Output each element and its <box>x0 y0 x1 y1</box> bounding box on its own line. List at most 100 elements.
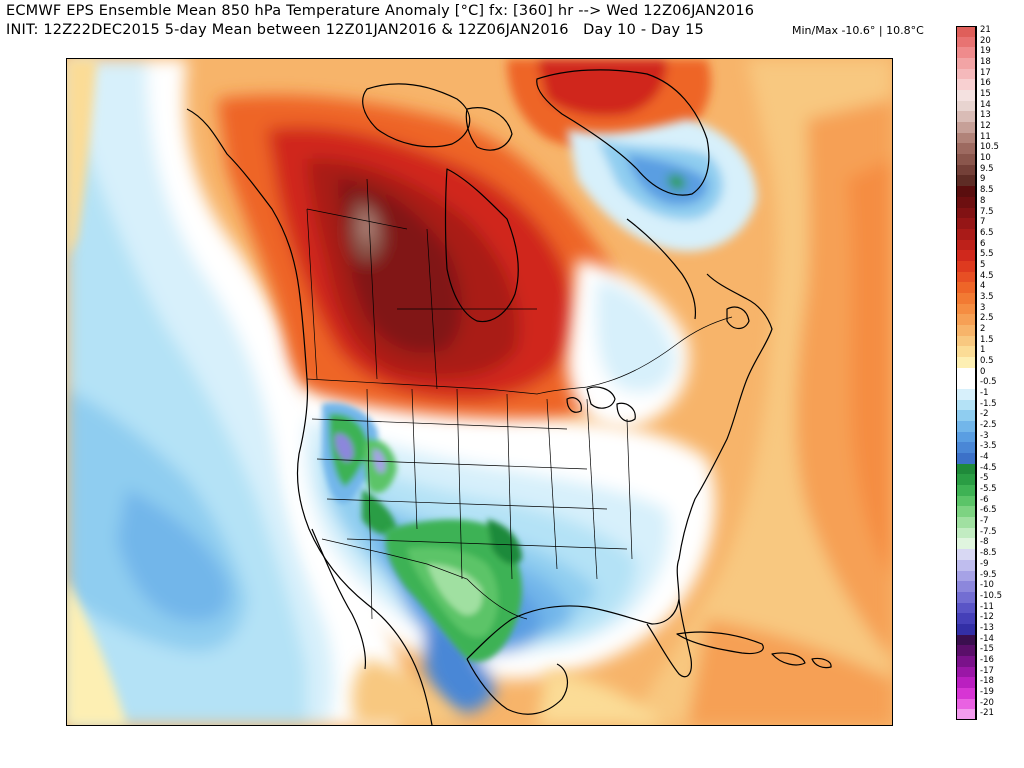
color-legend: 21 20 19 18 17 16 15 14 13 12 11 10.5 10 9.5 9 8.5 8 7.5 7… <box>956 25 1024 720</box>
legend-label: -9.5 <box>980 569 997 580</box>
us-canada-border <box>306 316 733 395</box>
legend-label: 10 <box>980 153 991 164</box>
legend-entry: -17 <box>956 665 1024 678</box>
hudson-bay-coastline <box>444 168 519 323</box>
legend-label: -3.5 <box>980 441 997 452</box>
legend-entry: -8.5 <box>956 548 1024 560</box>
legend-swatch <box>956 79 977 91</box>
legend-entry: -2 <box>956 409 1024 422</box>
legend-label: -20 <box>980 697 994 708</box>
legend-swatch <box>956 271 977 283</box>
legend-swatch <box>956 410 977 422</box>
legend-swatch <box>956 324 977 336</box>
legend-label: 7 <box>980 217 986 228</box>
legend-entry: 10.5 <box>956 142 1024 155</box>
legend-label: -4.5 <box>980 462 997 473</box>
legend-swatch <box>956 421 977 432</box>
legend-entry: 15 <box>956 89 1024 101</box>
legend-label: 1 <box>980 345 986 356</box>
east-coastline <box>678 273 773 560</box>
anomaly-map <box>66 58 893 726</box>
legend-entry: 14 <box>956 100 1024 112</box>
legend-swatch <box>956 463 977 475</box>
legend-label: 6 <box>980 238 986 249</box>
west-coastline <box>186 108 433 725</box>
legend-entry: 9.5 <box>956 164 1024 176</box>
legend-label: 3 <box>980 302 986 313</box>
legend-label: -2 <box>980 409 989 420</box>
legend-label: -8 <box>980 537 989 548</box>
legend-swatch <box>956 623 977 635</box>
legend-label: -7 <box>980 516 989 527</box>
legend-entry: 20 <box>956 36 1024 48</box>
legend-label: -13 <box>980 622 994 633</box>
legend-swatch <box>956 538 977 550</box>
legend-entry: 16 <box>956 78 1024 91</box>
legend-label: -5.5 <box>980 484 997 495</box>
legend-swatch <box>956 389 977 400</box>
legend-label: -9 <box>980 558 989 569</box>
legend-swatch <box>956 442 977 454</box>
legend-label: 6.5 <box>980 227 994 238</box>
map-title: ECMWF EPS Ensemble Mean 850 hPa Temperat… <box>6 3 755 19</box>
legend-entry: 3 <box>956 302 1024 315</box>
legend-entry: -5 <box>956 473 1024 486</box>
legend-label: -6.5 <box>980 505 997 516</box>
legend-entry: 0.5 <box>956 356 1024 368</box>
legend-swatch <box>956 58 977 69</box>
legend-entry: 5.5 <box>956 249 1024 261</box>
legend-entry: 10 <box>956 153 1024 165</box>
atlantic-warm-field <box>627 59 892 725</box>
legend-swatch <box>956 100 977 112</box>
legend-entry: -16 <box>956 655 1024 667</box>
legend-swatch <box>956 154 977 165</box>
legend-label: -17 <box>980 665 994 676</box>
legend-swatch <box>956 399 977 411</box>
legend-entry: -1.5 <box>956 398 1024 411</box>
legend-label: 3.5 <box>980 291 994 302</box>
legend-label: 19 <box>980 46 991 57</box>
legend-label: 11 <box>980 131 991 142</box>
legend-swatch <box>956 132 977 144</box>
legend-swatch <box>956 559 977 571</box>
legend-label: 18 <box>980 57 991 68</box>
legend-label: -3 <box>980 430 989 441</box>
legend-swatch <box>956 314 977 325</box>
legend-entry: 9 <box>956 174 1024 187</box>
legend-entry: -10 <box>956 580 1024 592</box>
legend-swatch <box>956 260 977 272</box>
legend-entry: -13 <box>956 622 1024 635</box>
florida-coastline <box>646 598 692 678</box>
legend-swatch <box>956 68 977 80</box>
legend-entry: 5 <box>956 260 1024 272</box>
legend-entry: 4.5 <box>956 270 1024 283</box>
legend-entry: -7 <box>956 516 1024 528</box>
greenland-coastline <box>536 69 710 196</box>
legend-label: 9 <box>980 174 986 185</box>
legend-swatch <box>956 378 977 389</box>
legend-entry: 2.5 <box>956 313 1024 325</box>
legend-label: 4 <box>980 281 986 292</box>
legend-swatch <box>956 367 977 379</box>
legend-entry: 2 <box>956 323 1024 336</box>
canada-province-borders <box>306 178 537 390</box>
legend-label: 8 <box>980 195 986 206</box>
labrador-coastline <box>626 218 697 320</box>
legend-label: -1.5 <box>980 398 997 409</box>
legend-entry: -1 <box>956 388 1024 400</box>
legend-label: 4.5 <box>980 270 994 281</box>
legend-swatch <box>956 239 977 251</box>
legend-entry: 1.5 <box>956 334 1024 347</box>
legend-swatch <box>956 506 977 518</box>
legend-label: -15 <box>980 644 994 655</box>
legend-label: 1.5 <box>980 334 994 345</box>
legend-swatch <box>956 709 977 720</box>
legend-label: -12 <box>980 612 994 623</box>
coastlines <box>186 69 832 725</box>
legend-entry: -9 <box>956 558 1024 571</box>
legend-swatch <box>956 687 977 699</box>
legend-swatch <box>956 431 977 443</box>
legend-swatch <box>956 655 977 667</box>
legend-entry: -10.5 <box>956 591 1024 603</box>
legend-label: 2 <box>980 323 986 334</box>
